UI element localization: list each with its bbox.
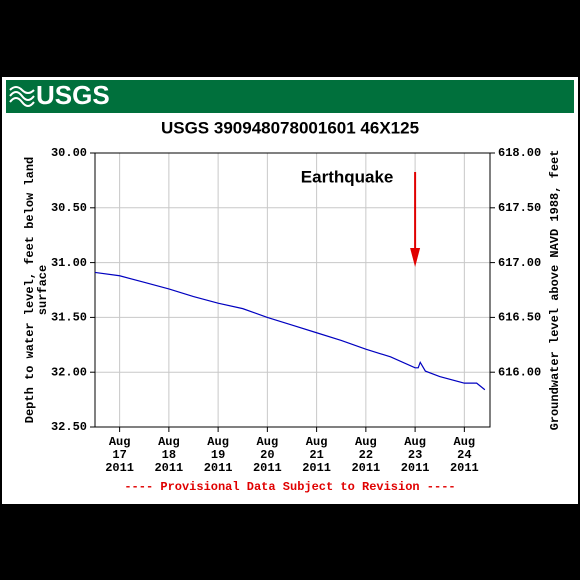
plot-border — [94, 152, 491, 428]
logo-text: USGS — [36, 80, 110, 110]
canvas — [2, 77, 578, 504]
y-tick-label: 32.00 — [51, 365, 87, 379]
data-line — [94, 271, 486, 391]
x-tick-label: Aug 24 2011 — [450, 435, 479, 475]
x-tick-label: Aug 20 2011 — [253, 435, 282, 475]
annotation-text: Earthquake — [301, 167, 394, 186]
x-tick-label: Aug 22 2011 — [351, 435, 380, 475]
y2-tick-label: 616.50 — [498, 311, 541, 325]
logo-icon — [9, 86, 35, 107]
y2-tick-label: 616.00 — [498, 365, 541, 379]
x-tick-label: Aug 21 2011 — [302, 435, 331, 475]
header-bar — [6, 80, 574, 113]
x-tick-label: Aug 18 2011 — [154, 435, 183, 475]
y2-axis-label: Groundwater level above NAVD 1988, feet — [548, 150, 562, 431]
x-tick-label: Aug 19 2011 — [204, 435, 233, 475]
chart-title: USGS 390948078001601 46X125 — [161, 118, 419, 137]
y-tick-label: 30.00 — [51, 146, 87, 160]
y-tick-label: 31.50 — [51, 311, 87, 325]
annotation-arrowhead — [410, 248, 421, 267]
y-axis-label-line: surface — [36, 265, 50, 315]
x-tick-label: Aug 23 2011 — [401, 435, 430, 475]
y-axis-label: Depth to water level, feet below landsur… — [23, 157, 50, 423]
y-axis-label-line: Depth to water level, feet below land — [23, 157, 37, 423]
y-tick-label: 30.50 — [51, 201, 87, 215]
y2-tick-label: 618.00 — [498, 146, 541, 160]
y2-tick-label: 617.50 — [498, 201, 541, 215]
y2-tick-label: 617.00 — [498, 256, 541, 270]
y-tick-label: 31.00 — [51, 256, 87, 270]
y-tick-label: 32.50 — [51, 420, 87, 434]
footer: ---- Provisional Data Subject to Revisio… — [124, 480, 455, 494]
x-tick-label: Aug 17 2011 — [105, 435, 134, 475]
